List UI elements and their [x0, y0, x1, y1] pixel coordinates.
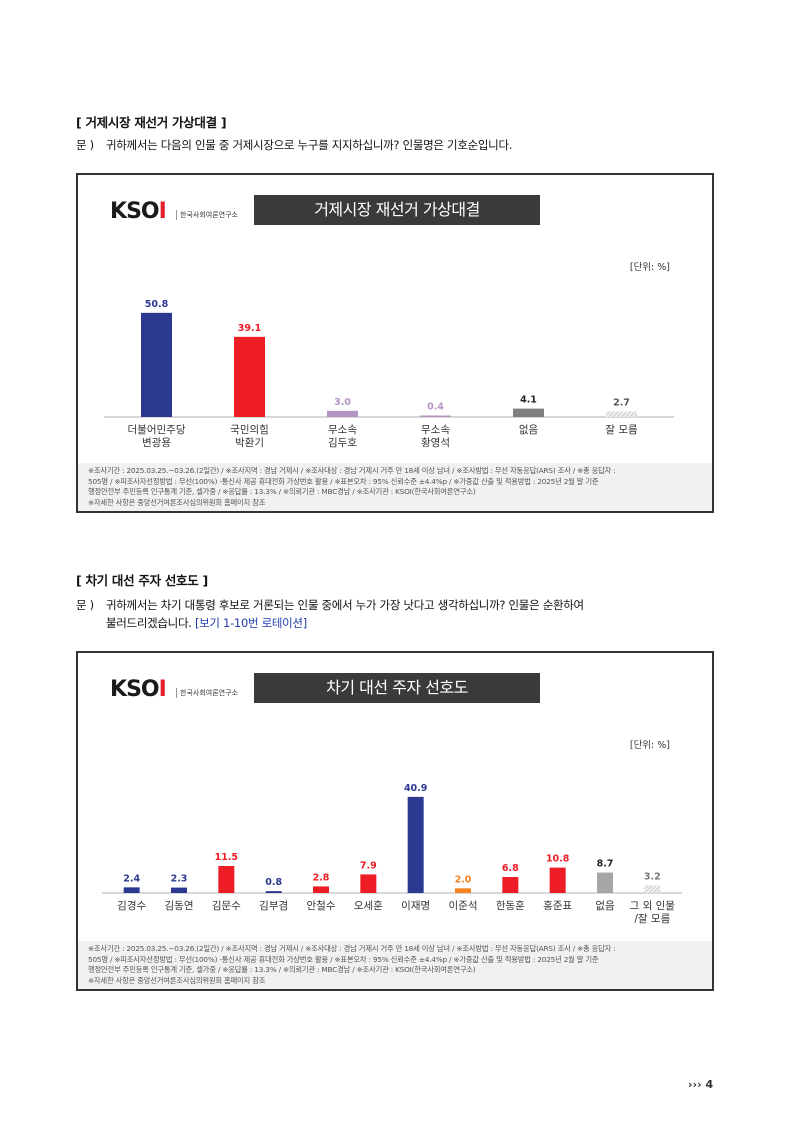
- category-label: 없음: [595, 899, 615, 912]
- footnote-line: 505명 / ※피조사자선정방법 : 무선(100%) -통신사 제공 휴대전화…: [88, 476, 599, 486]
- chart-panel-2: KSOI 한국사회여론연구소 차기 대선 주자 선호도 [단위: %] 2.4 김…: [76, 651, 714, 991]
- bar: [234, 336, 265, 417]
- bar: [360, 874, 377, 893]
- category-label: 이준석: [449, 900, 478, 912]
- footnote-line: ※자세한 사항은 중앙선거여론조사심의위원회 홈페이지 참조: [88, 975, 266, 985]
- data-label: 11.5: [215, 852, 238, 863]
- footnote-line: ※조사기간 : 2025.03.25.~03.26.(2일간) / ※조사지역 …: [88, 944, 616, 953]
- category-label: 김문수: [212, 900, 241, 912]
- category-label: 김부겸: [259, 900, 288, 912]
- category-label: 한동훈: [496, 899, 525, 912]
- data-label: 2.3: [171, 874, 188, 885]
- logo-mark: KSOI: [110, 677, 167, 702]
- data-label: 3.2: [644, 871, 661, 882]
- data-label: 7.9: [360, 860, 377, 871]
- data-label: 39.1: [238, 323, 261, 334]
- survey-footnote: ※조사기간 : 2025.03.25.~03.26.(2일간) / ※조사지역 …: [78, 463, 712, 511]
- category-label: 국민의힘: [230, 424, 269, 436]
- bar: [265, 891, 282, 893]
- question-text: 귀하께서는 다음의 인물 중 거제시장으로 누구를 지지하십니까? 인물명은 기…: [106, 138, 513, 152]
- category-label: 무소속: [421, 424, 450, 436]
- footnote-line: ※자세한 사항은 중앙선거여론조사심의위원회 홈페이지 참조: [88, 497, 266, 507]
- category-label: 김경수: [117, 899, 146, 912]
- footnote-line: 505명 / ※피조사자선정방법 : 무선(100%) -통신사 제공 휴대전화…: [88, 954, 599, 964]
- data-label: 40.9: [404, 783, 427, 794]
- category-label: 이재명: [401, 900, 430, 912]
- unit-label: [단위: %]: [629, 740, 670, 751]
- chart-title: 차기 대선 주자 선호도: [254, 673, 540, 703]
- question-text-cont: 불러드리겠습니다.: [106, 616, 195, 630]
- category-label: 무소속: [328, 424, 357, 436]
- bar: [218, 865, 235, 893]
- category-label: 홍준표: [543, 899, 572, 912]
- page-number: ››› 4: [688, 1078, 714, 1091]
- bar: [407, 796, 424, 893]
- category-label: 더불어민주당: [128, 424, 186, 436]
- chart-panel-1: KSOI 한국사회여론연구소 거제시장 재선거 가상대결 [단위: %] 50.…: [76, 173, 714, 513]
- data-label: 10.8: [546, 854, 570, 865]
- data-label: 2.4: [123, 873, 140, 884]
- category-label: /잘 모름: [634, 913, 670, 925]
- category-label: 박환기: [235, 437, 264, 449]
- footnote-line: ※조사기간 : 2025.03.25.~03.26.(2일간) / ※조사지역 …: [88, 466, 616, 475]
- category-label: 변광용: [142, 437, 171, 449]
- bar-chart-1: 50.8더불어민주당변광용39.1국민의힘박환기3.0무소속김두호0.4무소속황…: [104, 299, 674, 449]
- rotation-note: [보기 1-10번 로테이션]: [194, 616, 307, 630]
- bar: [502, 877, 519, 893]
- category-label: 잘 모름: [605, 424, 638, 436]
- bar: [327, 410, 358, 417]
- data-label: 6.8: [502, 863, 519, 874]
- data-label: 2.0: [455, 874, 472, 885]
- data-label: 2.7: [613, 397, 630, 408]
- bar: [644, 885, 661, 893]
- category-label: 황영석: [421, 437, 450, 449]
- bar: [123, 887, 140, 893]
- logo-subtitle: 한국사회여론연구소: [176, 688, 238, 698]
- unit-label: [단위: %]: [629, 262, 670, 273]
- data-label: 0.8: [265, 877, 282, 888]
- category-label: 그 외 인물: [630, 900, 676, 912]
- bar: [597, 872, 613, 893]
- question-label: 문 ): [76, 138, 94, 152]
- category-label: 김동연: [165, 900, 194, 912]
- bar: [455, 888, 471, 893]
- category-label: 오세훈: [354, 899, 383, 912]
- survey-footnote: ※조사기간 : 2025.03.25.~03.26.(2일간) / ※조사지역 …: [78, 941, 712, 989]
- data-label: 50.8: [145, 299, 169, 310]
- category-label: 김두호: [328, 437, 357, 449]
- chart-title: 거제시장 재선거 가상대결: [254, 195, 540, 225]
- page-number-value: 4: [705, 1078, 714, 1091]
- bar: [313, 886, 329, 893]
- category-label: 없음: [519, 423, 539, 436]
- logo-subtitle: 한국사회여론연구소: [176, 210, 238, 220]
- data-label: 0.4: [427, 402, 444, 413]
- bar-chart-2: 2.4 김경수 2.3 김동연 11.5 김문수 0.8 김부겸 2.8 안철수 7.9 오세훈 40.…: [102, 783, 682, 925]
- footnote-line: 행정안전부 주민등록 인구통계 기준, 셀가중 / ※응답률 : 13.3% /…: [88, 965, 476, 974]
- data-label: 4.1: [520, 395, 537, 406]
- logo-mark: KSOI: [110, 199, 167, 224]
- footnote-line: 행정안전부 주민등록 인구통계 기준, 셀가중 / ※응답률 : 13.3% /…: [88, 487, 476, 496]
- section-heading-1: [ 거제시장 재선거 가상대결 ]: [76, 115, 227, 130]
- question-text: 귀하께서는 차기 대통령 후보로 거론되는 인물 중에서 누가 가장 낫다고 생…: [106, 598, 584, 612]
- section-heading-2: [ 차기 대선 주자 선호도 ]: [76, 573, 208, 588]
- question-label: 문 ): [76, 598, 94, 612]
- data-label: 2.8: [313, 872, 330, 883]
- data-label: 8.7: [597, 859, 614, 870]
- question-text-line2: 불러드리겠습니다. [보기 1-10번 로테이션]: [106, 614, 307, 632]
- bar: [171, 887, 187, 893]
- data-label: 3.0: [334, 397, 351, 408]
- bar: [606, 411, 637, 417]
- bar: [513, 408, 544, 417]
- category-label: 안철수: [307, 900, 336, 912]
- bar: [420, 415, 451, 417]
- bar: [141, 312, 172, 417]
- bar: [549, 867, 566, 893]
